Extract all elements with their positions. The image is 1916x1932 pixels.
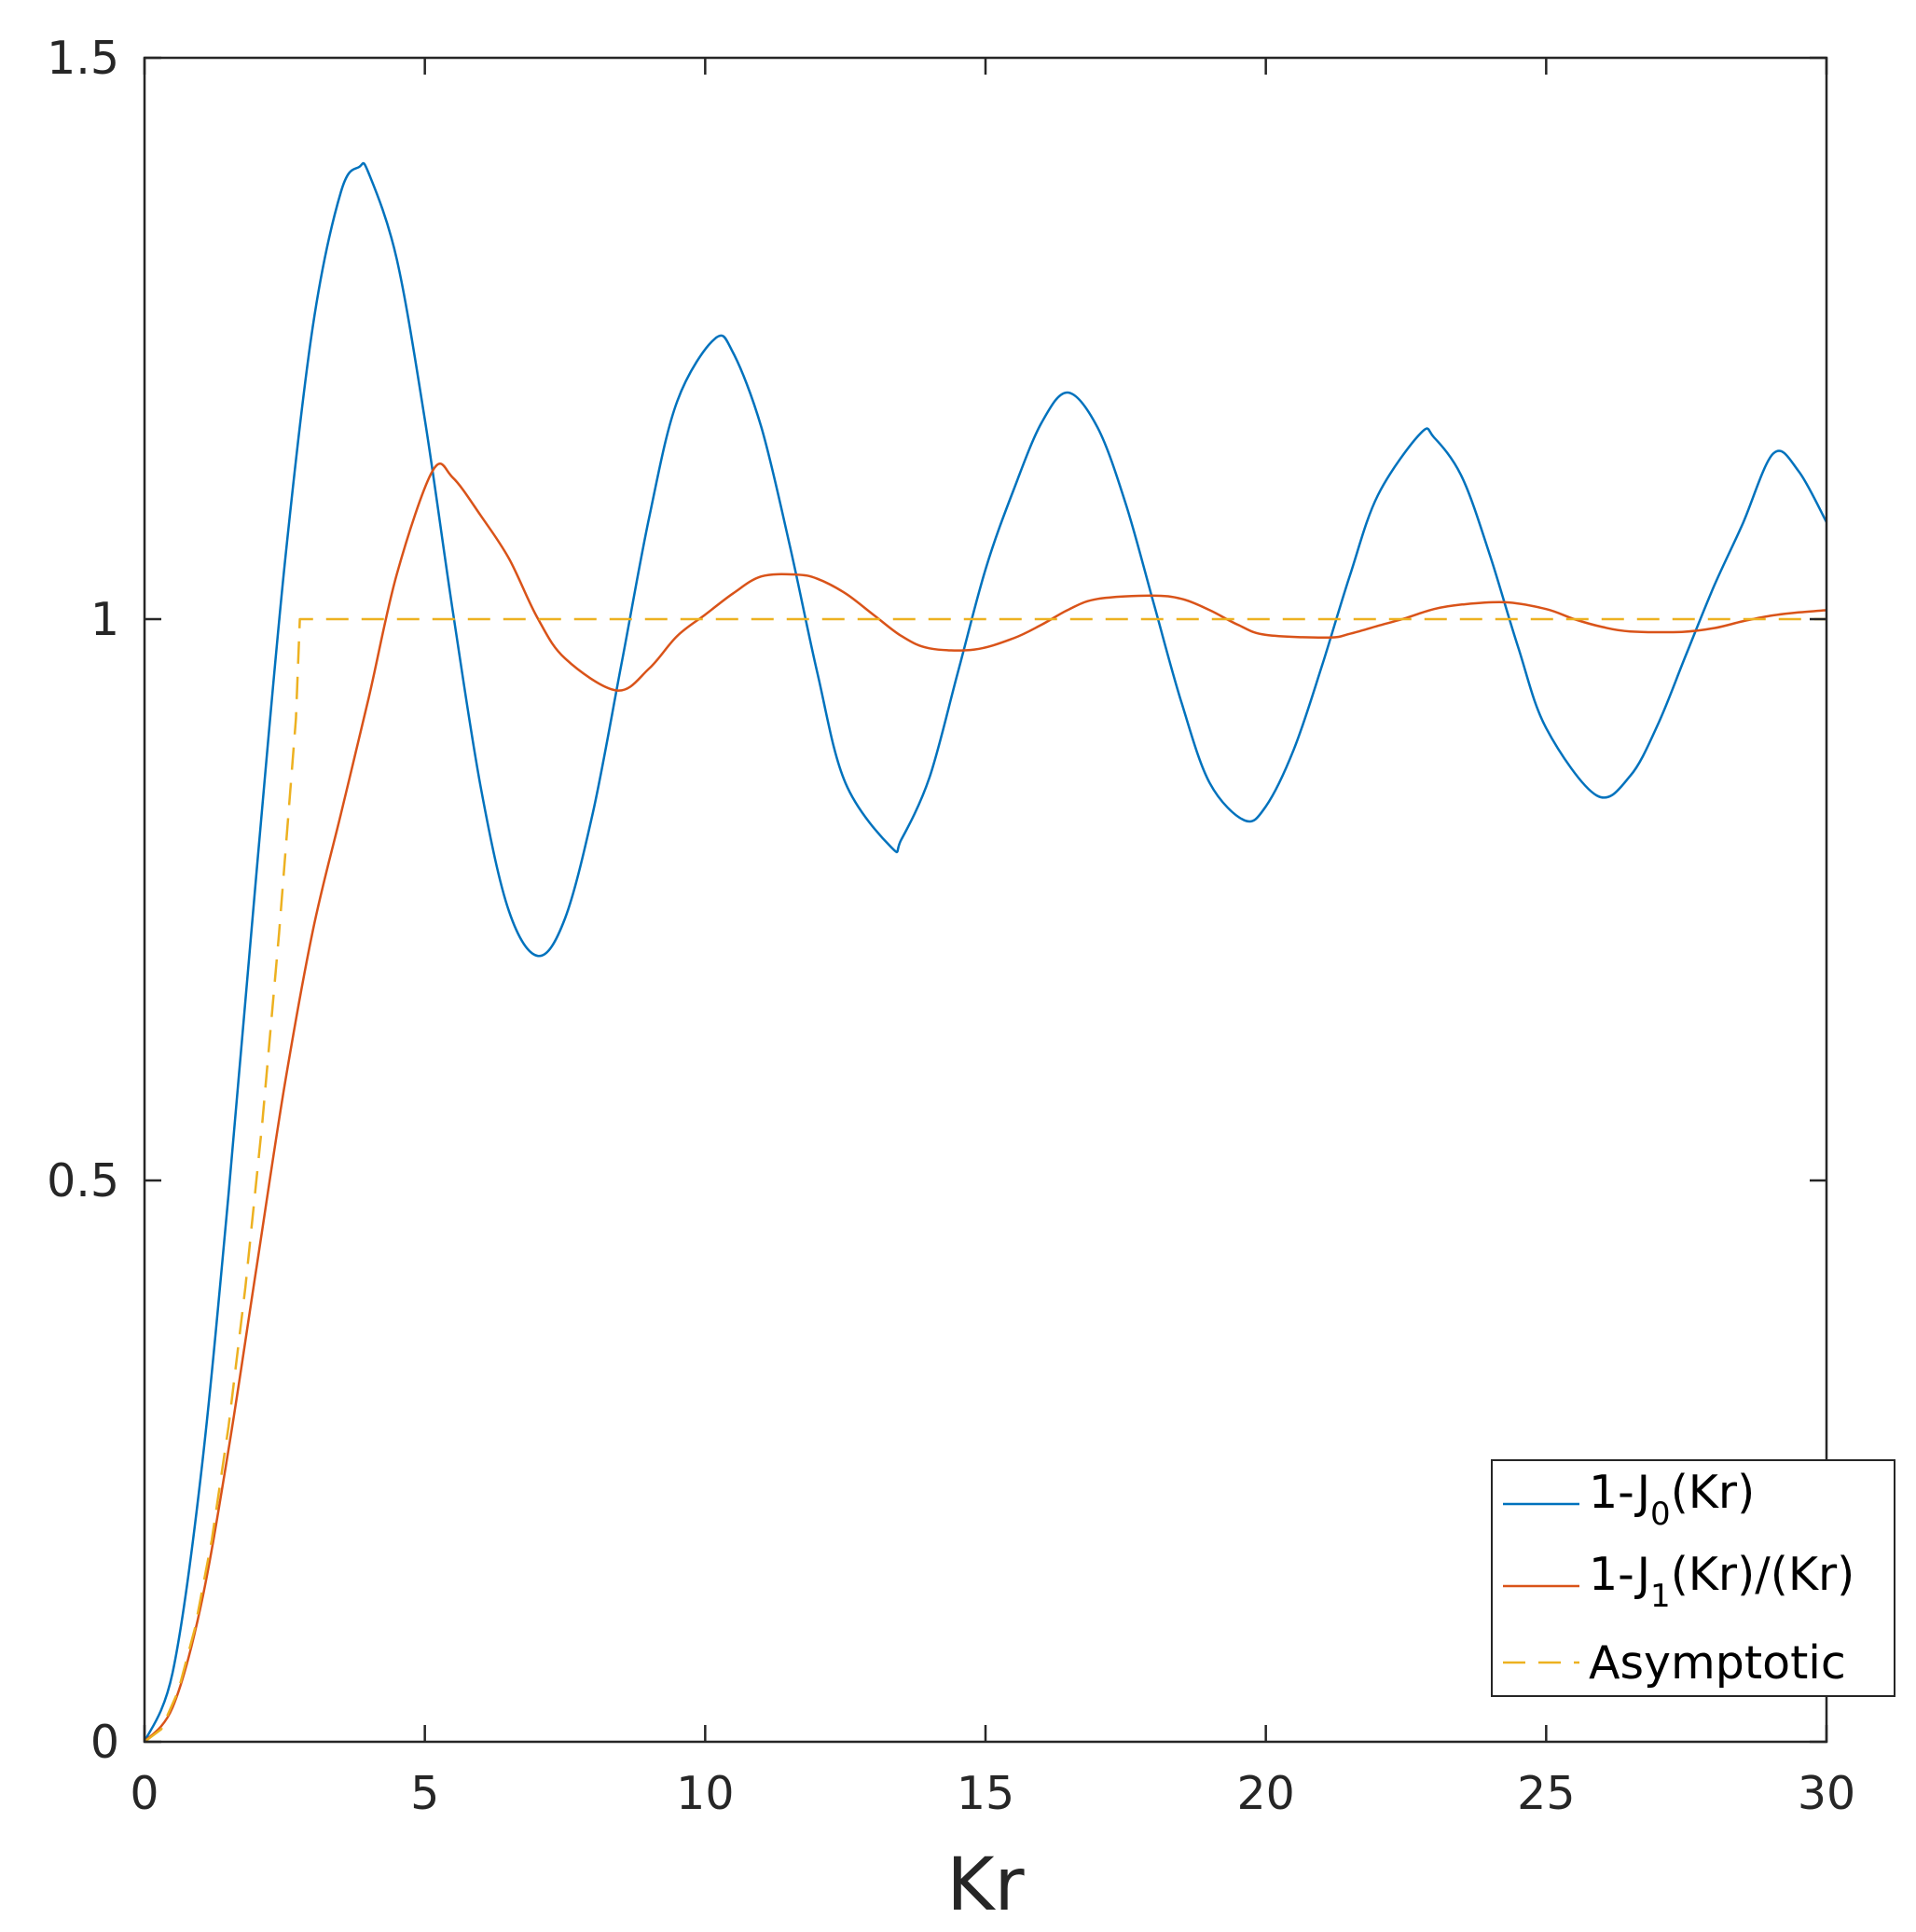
legend-box bbox=[1491, 1459, 1895, 1697]
legend-label-series-2-prefix: 1-J bbox=[1589, 1548, 1650, 1601]
y-tick-labels: 0 0.5 1 1.5 bbox=[47, 32, 119, 1769]
legend-label-series-3: Asymptotic bbox=[1589, 1636, 1846, 1690]
series-line-2 bbox=[144, 462, 1827, 1743]
x-tick-label: 20 bbox=[1236, 1767, 1294, 1820]
x-tick-label: 25 bbox=[1517, 1767, 1575, 1820]
series-line-1 bbox=[143, 161, 1828, 1743]
y-tick-label: 1 bbox=[90, 593, 119, 646]
legend-label-series-1-suffix: (Kr) bbox=[1671, 1466, 1756, 1519]
legend-label-series-1-prefix: 1-J bbox=[1589, 1466, 1650, 1519]
x-tick-label: 10 bbox=[676, 1767, 734, 1820]
x-axis-title: Kr bbox=[946, 1843, 1025, 1927]
x-tick-labels: 0 5 10 15 20 25 30 bbox=[130, 1767, 1855, 1820]
legend: 1-J0(Kr) 1-J1(Kr)/(Kr) Asymptotic bbox=[1491, 1459, 1895, 1697]
ticks-layer bbox=[143, 56, 1828, 1744]
y-tick-label: 1.5 bbox=[47, 32, 119, 85]
legend-label-series-2-suffix: (Kr)/(Kr) bbox=[1671, 1548, 1855, 1601]
x-tick-label: 0 bbox=[130, 1767, 159, 1820]
legend-label-series-1-subscript: 0 bbox=[1650, 1496, 1671, 1533]
legend-label-series-2: 1-J1(Kr)/(Kr) bbox=[1589, 1548, 1854, 1615]
x-tick-label: 30 bbox=[1798, 1767, 1855, 1820]
x-tick-label: 15 bbox=[957, 1767, 1014, 1820]
legend-label-series-1: 1-J0(Kr) bbox=[1589, 1466, 1755, 1533]
series-line-3 bbox=[144, 617, 1826, 1743]
series-layer bbox=[143, 161, 1828, 1743]
y-tick-label: 0.5 bbox=[47, 1154, 119, 1208]
x-tick-label: 5 bbox=[410, 1767, 439, 1820]
legend-label-series-2-subscript: 1 bbox=[1650, 1578, 1671, 1615]
y-tick-label: 0 bbox=[90, 1716, 119, 1769]
